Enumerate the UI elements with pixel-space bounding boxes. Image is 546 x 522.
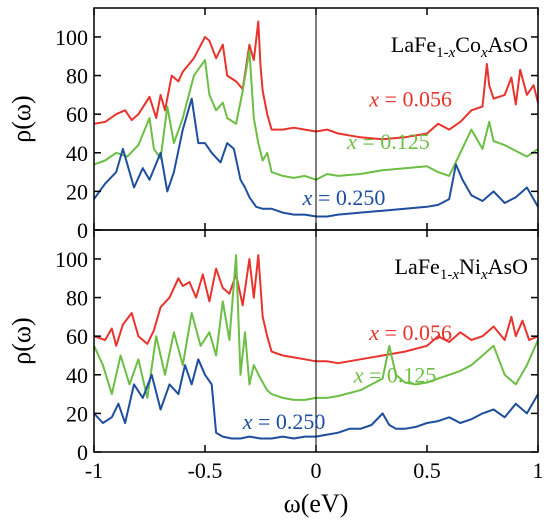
- x-tick-label: 0: [311, 458, 322, 483]
- y-tick-label: 80: [66, 64, 88, 89]
- x-axis-label: ω(eV): [284, 489, 349, 518]
- panel-title: LaFe1-xCoxAsO: [391, 32, 528, 61]
- y-axis-label: ρ(ω): [7, 95, 36, 142]
- y-tick-label: 60: [66, 102, 88, 127]
- y-tick-label: 40: [66, 141, 88, 166]
- y-tick-label: 100: [55, 247, 88, 272]
- series-label: x = 0.056: [368, 320, 452, 345]
- series-line-0-056: [93, 20, 539, 141]
- y-tick-label: 80: [66, 286, 88, 311]
- y-tick-label: 60: [66, 324, 88, 349]
- panel-co: 0 20 40 60 80 100 ρ(ω) LaFe1-xCoxAsO x = 0.056 x …: [7, 7, 539, 243]
- series-line-0-056: [93, 254, 539, 365]
- y-axis-label: ρ(ω): [7, 317, 36, 364]
- y-tick-label: 20: [66, 401, 88, 426]
- series-label: x = 0.056: [368, 86, 452, 111]
- series-line-0-125: [93, 49, 539, 181]
- y-tick-label: 100: [55, 25, 88, 50]
- x-tick-label: 1: [533, 458, 544, 483]
- series-line-0-250: [93, 97, 539, 218]
- y-tick-label: 0: [77, 440, 88, 465]
- panel-title: LaFe1-xNixAsO: [395, 254, 528, 283]
- series-line-0-250: [93, 358, 539, 440]
- panel-ni: 0 20 40 60 80 100 -1 -0.5 0 0.5 1 ρ(ω) LaFe1-xNixAsO…: [7, 229, 544, 483]
- x-tick-label: -1: [85, 458, 103, 483]
- y-tick-label: 20: [66, 179, 88, 204]
- series-label: x = 0.125: [353, 363, 437, 388]
- series-label: x = 0.250: [302, 185, 386, 210]
- series-label: x = 0.125: [346, 129, 430, 154]
- y-tick-label: 40: [66, 363, 88, 388]
- y-tick-label: 0: [77, 218, 88, 243]
- series-line-0-125: [93, 254, 539, 401]
- series-label: x = 0.250: [242, 409, 326, 434]
- x-tick-label: -0.5: [188, 458, 223, 483]
- x-tick-label: 0.5: [413, 458, 441, 483]
